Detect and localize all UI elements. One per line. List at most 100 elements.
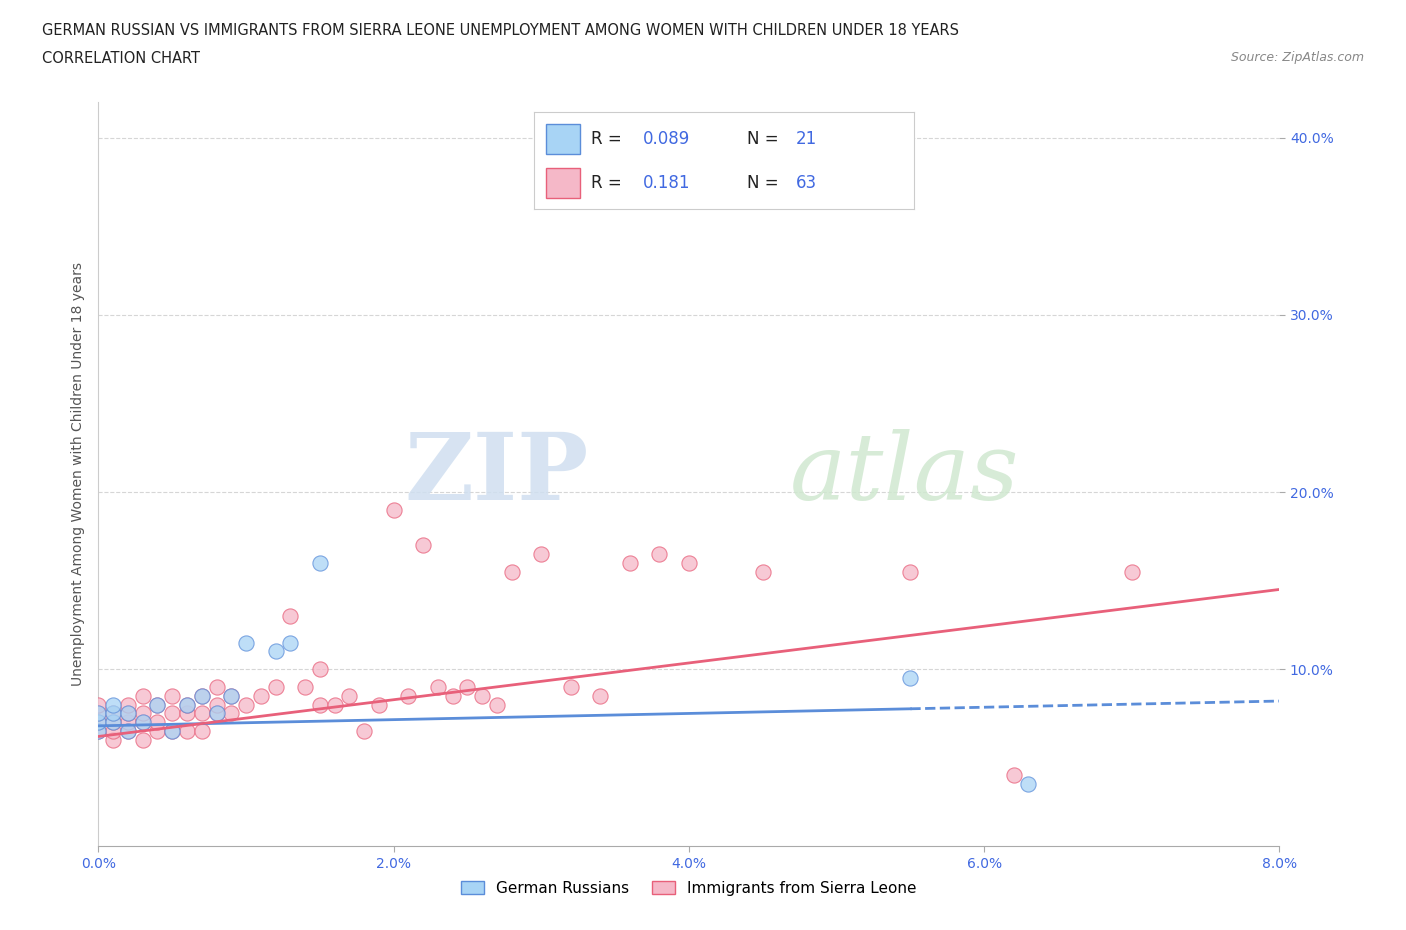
Point bbox=[117, 715, 139, 730]
Point bbox=[1002, 768, 1025, 783]
Point bbox=[103, 706, 124, 721]
Point bbox=[132, 733, 155, 748]
Point bbox=[103, 724, 124, 738]
Point bbox=[219, 688, 242, 703]
Point bbox=[132, 715, 155, 730]
Point bbox=[560, 680, 582, 695]
Point bbox=[162, 724, 183, 738]
Point bbox=[176, 706, 198, 721]
Point bbox=[191, 706, 214, 721]
Point bbox=[501, 565, 523, 579]
Point bbox=[191, 688, 214, 703]
Point bbox=[117, 706, 139, 721]
Point bbox=[278, 635, 301, 650]
Point bbox=[323, 698, 346, 712]
Point bbox=[471, 688, 494, 703]
Point bbox=[250, 688, 273, 703]
Point bbox=[162, 706, 183, 721]
FancyBboxPatch shape bbox=[546, 168, 579, 197]
Point bbox=[87, 715, 110, 730]
Text: N =: N = bbox=[747, 130, 783, 148]
Point bbox=[235, 635, 257, 650]
Text: 0.089: 0.089 bbox=[643, 130, 690, 148]
Point bbox=[264, 644, 287, 658]
Point bbox=[382, 502, 405, 517]
Point bbox=[353, 724, 375, 738]
Point bbox=[103, 706, 124, 721]
Point bbox=[308, 698, 332, 712]
Point bbox=[337, 688, 360, 703]
Point bbox=[87, 715, 110, 730]
Point bbox=[117, 698, 139, 712]
Point bbox=[191, 688, 214, 703]
Point bbox=[751, 565, 773, 579]
Point bbox=[146, 698, 169, 712]
Point bbox=[441, 688, 464, 703]
Point bbox=[898, 565, 921, 579]
Point bbox=[205, 698, 228, 712]
Point bbox=[589, 688, 612, 703]
Point bbox=[1121, 565, 1143, 579]
Point bbox=[898, 671, 921, 685]
Point bbox=[294, 680, 316, 695]
Point bbox=[1017, 777, 1039, 791]
Point bbox=[648, 547, 671, 562]
Point bbox=[87, 724, 110, 738]
Point bbox=[412, 538, 434, 552]
Text: ZIP: ZIP bbox=[405, 430, 589, 519]
Text: 0.181: 0.181 bbox=[643, 174, 690, 192]
Point bbox=[367, 698, 389, 712]
Point bbox=[205, 680, 228, 695]
Point bbox=[396, 688, 419, 703]
Text: N =: N = bbox=[747, 174, 783, 192]
Point bbox=[117, 724, 139, 738]
Point bbox=[132, 715, 155, 730]
Point bbox=[117, 706, 139, 721]
Point bbox=[456, 680, 478, 695]
Point bbox=[87, 724, 110, 738]
Point bbox=[176, 698, 198, 712]
Point bbox=[132, 688, 155, 703]
Point bbox=[87, 706, 110, 721]
Point bbox=[530, 547, 553, 562]
Point bbox=[146, 724, 169, 738]
Point bbox=[87, 706, 110, 721]
Text: CORRELATION CHART: CORRELATION CHART bbox=[42, 51, 200, 66]
Point bbox=[162, 688, 183, 703]
Text: Source: ZipAtlas.com: Source: ZipAtlas.com bbox=[1230, 51, 1364, 64]
Point bbox=[219, 688, 242, 703]
Text: GERMAN RUSSIAN VS IMMIGRANTS FROM SIERRA LEONE UNEMPLOYMENT AMONG WOMEN WITH CHI: GERMAN RUSSIAN VS IMMIGRANTS FROM SIERRA… bbox=[42, 23, 959, 38]
Point bbox=[146, 698, 169, 712]
Point bbox=[619, 555, 641, 570]
Point bbox=[264, 680, 287, 695]
Point bbox=[308, 662, 332, 677]
Text: 63: 63 bbox=[796, 174, 817, 192]
Text: 21: 21 bbox=[796, 130, 817, 148]
Text: R =: R = bbox=[591, 130, 627, 148]
Point bbox=[103, 715, 124, 730]
Point bbox=[426, 680, 449, 695]
Point bbox=[146, 715, 169, 730]
Point bbox=[219, 706, 242, 721]
Legend: German Russians, Immigrants from Sierra Leone: German Russians, Immigrants from Sierra … bbox=[456, 874, 922, 902]
Point bbox=[176, 698, 198, 712]
Point bbox=[176, 724, 198, 738]
Point bbox=[117, 724, 139, 738]
Point bbox=[308, 555, 332, 570]
Point bbox=[678, 555, 700, 570]
Point bbox=[132, 706, 155, 721]
Point bbox=[103, 698, 124, 712]
Text: R =: R = bbox=[591, 174, 633, 192]
Point bbox=[205, 706, 228, 721]
Point bbox=[485, 698, 508, 712]
Point bbox=[205, 706, 228, 721]
Point bbox=[162, 724, 183, 738]
FancyBboxPatch shape bbox=[546, 125, 579, 153]
Point bbox=[235, 698, 257, 712]
Point bbox=[87, 698, 110, 712]
Point bbox=[103, 715, 124, 730]
Point bbox=[278, 608, 301, 623]
Point bbox=[103, 733, 124, 748]
Y-axis label: Unemployment Among Women with Children Under 18 years: Unemployment Among Women with Children U… bbox=[70, 262, 84, 686]
Text: atlas: atlas bbox=[789, 430, 1019, 519]
